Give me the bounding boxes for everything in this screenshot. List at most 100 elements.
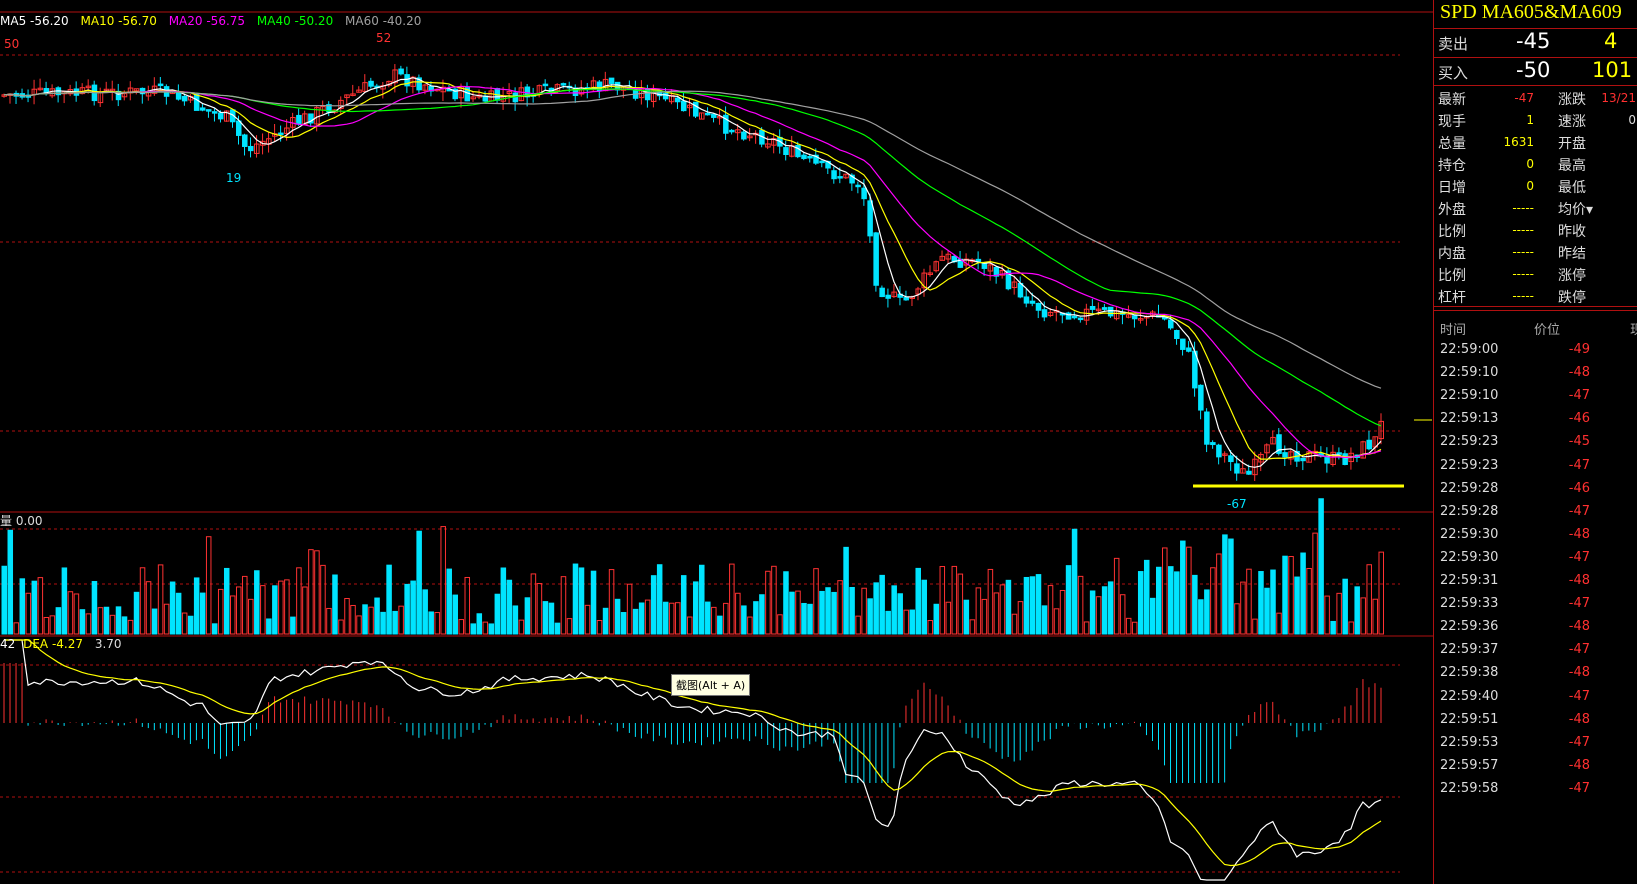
candle-body [452, 88, 458, 100]
volume-bar [506, 579, 513, 635]
ma-legend: MA5 -56.20 MA10 -56.70 MA20 -56.75 MA40 … [0, 14, 429, 28]
volume-bar [1156, 566, 1162, 635]
candle-body [783, 147, 789, 155]
candle-body [1017, 282, 1024, 298]
volume-bar [729, 563, 735, 635]
volume-bar [524, 597, 531, 635]
volume-bar [229, 595, 236, 635]
buy-row[interactable]: 买入 -50 101 [1434, 58, 1637, 86]
candle-body [993, 266, 1000, 277]
volume-bar [1125, 617, 1132, 635]
volume-bar [783, 571, 789, 635]
tick-price: -48 [1568, 526, 1590, 542]
candle-body [1077, 317, 1084, 321]
volume-bar [590, 570, 597, 635]
volume-bar [43, 616, 50, 635]
tick-time: 22:59:51 [1440, 711, 1499, 727]
candle-body [1204, 411, 1210, 445]
tick-price: -47 [1568, 549, 1590, 565]
volume-bar [338, 619, 344, 635]
sell-row[interactable]: 卖出 -45 4 [1434, 29, 1637, 57]
tick-price: -48 [1568, 573, 1590, 588]
candle-body [855, 184, 861, 188]
candle-body [1125, 314, 1132, 318]
divider [1434, 28, 1637, 29]
volume-bar [656, 564, 663, 635]
candle-body [1300, 457, 1306, 462]
tick-price: -46 [1568, 411, 1590, 427]
candle-body [296, 114, 302, 125]
ma20-value: MA20 -56.75 [168, 14, 246, 28]
candle-body [1089, 306, 1096, 310]
tick-time: 22:59:13 [1440, 411, 1499, 427]
candle-body [560, 83, 567, 86]
stat-value: ----- [1512, 289, 1534, 303]
ma5-line [3, 77, 1382, 468]
volume-bar [807, 603, 813, 635]
volume-bar [133, 591, 140, 635]
candle-body [837, 176, 843, 179]
tick-price: -47 [1568, 388, 1590, 404]
candle-body [693, 101, 699, 117]
candle-body [1095, 308, 1102, 312]
volume-bar [1300, 552, 1306, 635]
volume-bar [1192, 574, 1198, 635]
volume-bar [638, 602, 645, 635]
ma20-line [3, 85, 1382, 459]
volume-bar [1162, 547, 1168, 635]
volume-bar [1107, 581, 1114, 635]
stat-label: 总量 [1438, 136, 1466, 152]
candle-body [747, 135, 753, 139]
stat-label: 昨结 [1558, 246, 1586, 262]
candle-body [668, 94, 675, 103]
volume-bar [578, 567, 585, 635]
volume-bar [927, 620, 934, 635]
volume-bar [356, 615, 362, 635]
volume-bar [620, 612, 627, 635]
volume-bar [1029, 576, 1036, 635]
volume-bar [350, 604, 356, 635]
volume-bar [963, 599, 970, 635]
volume-bar [885, 610, 891, 635]
volume-bar [1348, 621, 1354, 635]
volume-bar [1119, 594, 1126, 635]
volume-bar [410, 580, 416, 635]
candle-body [849, 174, 855, 184]
volume-bar [566, 618, 573, 635]
stat-value: 13/21 [1601, 91, 1636, 105]
ticks-header-price: 价位 [1534, 323, 1561, 338]
volume-bar [1354, 586, 1360, 635]
screenshot-tooltip: 截图(Alt + A) [671, 674, 751, 696]
candle-body [115, 90, 122, 101]
volume-bar [939, 566, 946, 635]
chart-canvas[interactable] [0, 0, 1433, 884]
tick-time: 22:59:23 [1440, 434, 1499, 450]
volume-bar [157, 564, 164, 635]
tick-price: -48 [1568, 665, 1590, 681]
candle-body [572, 87, 579, 96]
volume-bar [1071, 528, 1078, 635]
ma40-line [3, 88, 1382, 427]
volume-bar [1258, 571, 1264, 635]
volume-bar [849, 587, 855, 635]
candle-body [1270, 436, 1276, 445]
chart-area[interactable]: MA5 -56.20 MA10 -56.70 MA20 -56.75 MA40 … [0, 0, 1433, 884]
volume-bar [1336, 592, 1342, 635]
volume-bar [163, 603, 170, 635]
candle-body [861, 187, 867, 200]
low-label-local: 19 [226, 171, 242, 185]
volume-bar [1330, 620, 1336, 635]
instrument-title: SPD MA605&MA609 [1440, 1, 1622, 23]
tick-time: 22:59:57 [1440, 757, 1499, 773]
volume-bar [1180, 540, 1186, 635]
volume-bar [422, 589, 428, 635]
candle-body [1186, 347, 1192, 352]
stat-value: 0 [1526, 157, 1534, 171]
volume-bar [242, 575, 248, 635]
volume-bar [19, 578, 26, 635]
volume-bar [1137, 571, 1144, 635]
stat-value: ----- [1512, 201, 1534, 215]
candle-body [1198, 384, 1204, 411]
volume-bar [1186, 546, 1192, 635]
volume-bar [79, 609, 86, 635]
